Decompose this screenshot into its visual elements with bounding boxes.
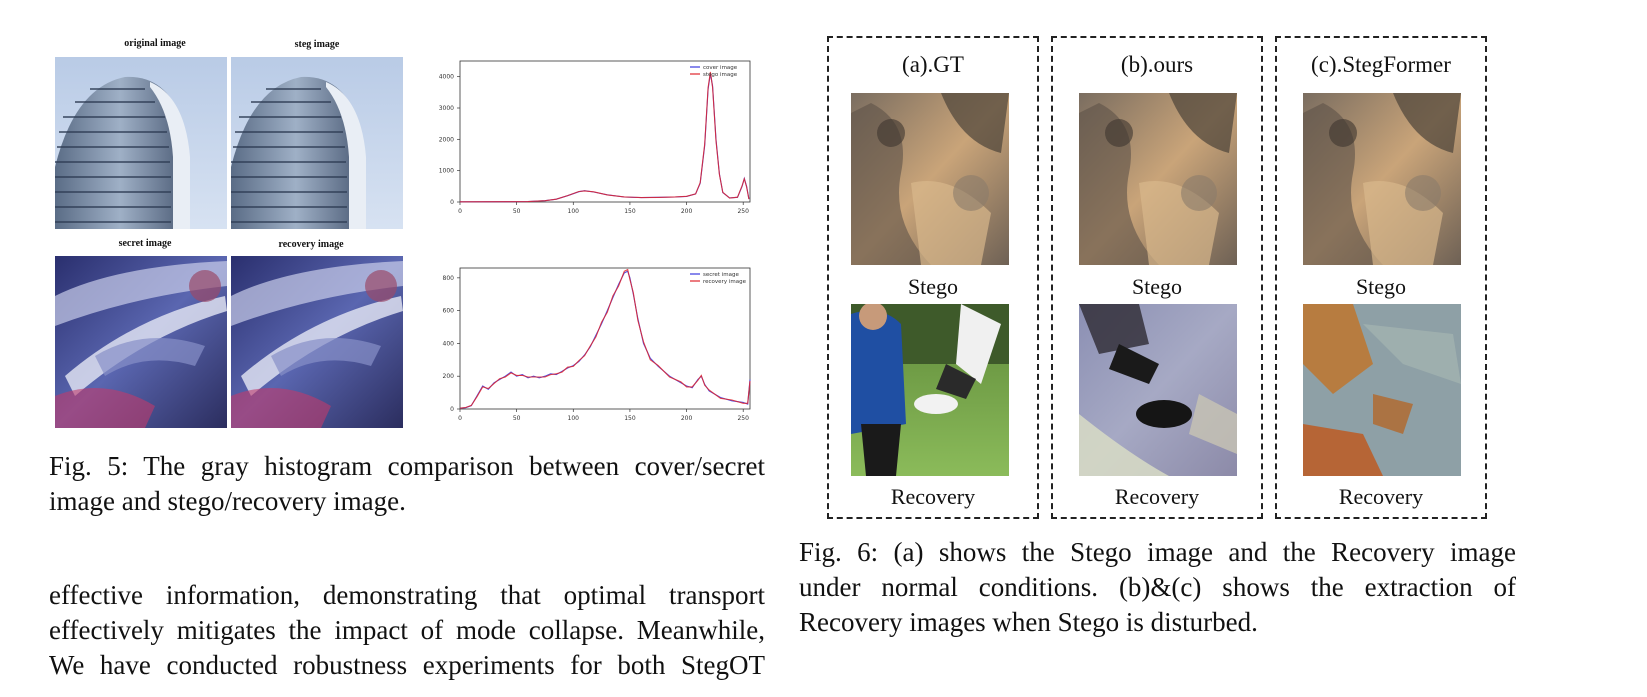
ours-stego-label: Stego <box>1131 274 1183 299</box>
ours-recovery-image <box>1079 304 1237 476</box>
gt-recovery-image <box>851 304 1009 476</box>
panel-ours: (b).ours Stego Recovery <box>1051 36 1263 519</box>
legend-label: secret image <box>703 272 739 278</box>
panel-stegformer: (c).StegFormer Stego Recovery <box>1275 36 1487 519</box>
recovery-image <box>231 256 403 428</box>
histogram-cover-stego-svg: 0 50 100 150 200 250 0 1000 2000 3000 4000 cover im… <box>439 60 751 215</box>
secret-image <box>55 256 227 428</box>
title-recovery-image: recovery image <box>278 239 344 250</box>
x-tick-label: 200 <box>681 415 693 422</box>
fig5-caption-line-2: image and stego/recovery image. <box>49 486 406 516</box>
y-tick-label: 3000 <box>439 105 454 112</box>
x-tick-label: 0 <box>458 415 462 422</box>
ours-recovery-label: Recovery <box>1114 484 1200 509</box>
plot-frame <box>459 267 751 410</box>
ours-stego-image <box>1079 93 1237 265</box>
title-secret-image: secret image <box>118 238 172 249</box>
y-tick-label: 0 <box>450 406 454 413</box>
x-tick-label: 250 <box>737 208 749 215</box>
fig6-caption-line-3: Recovery images when Stego is disturbed. <box>799 607 1258 637</box>
fig5-caption-line-1: Fig. 5: The gray histogram comparison be… <box>49 451 765 481</box>
panel-stegformer-title: (c).StegFormer <box>1311 52 1451 77</box>
y-tick-label: 800 <box>443 275 455 282</box>
gt-recovery-label: Recovery <box>890 484 976 509</box>
steg-image <box>231 57 403 229</box>
y-tick-label: 400 <box>443 340 455 347</box>
panel-ours-title: (b).ours <box>1120 52 1194 77</box>
stegformer-stego-image <box>1303 93 1461 265</box>
body-text-line-3: We have conducted robustness experiments… <box>49 650 765 680</box>
x-tick-label: 50 <box>513 415 521 422</box>
original-image <box>55 57 227 229</box>
x-tick-label: 150 <box>624 208 636 215</box>
fig6-caption-line-1: Fig. 6: (a) shows the Stego image and th… <box>799 537 1516 567</box>
fig5-caption: Fig. 5: The gray histogram comparison be… <box>49 449 765 519</box>
y-tick-label: 2000 <box>439 136 454 143</box>
x-tick-label: 100 <box>568 208 580 215</box>
x-tick-label: 0 <box>458 208 462 215</box>
title-steg-image: steg image <box>294 39 340 50</box>
fig6-caption: Fig. 6: (a) shows the Stego image and th… <box>799 535 1516 640</box>
legend-label: stego image <box>703 72 738 78</box>
plot-frame <box>459 60 751 203</box>
gt-stego-image <box>851 93 1009 265</box>
x-tick-label: 250 <box>737 415 749 422</box>
fig6-caption-line-2: under normal conditions. (b)&(c) shows t… <box>799 572 1516 602</box>
histogram-secret-recovery: 0 50 100 150 200 250 0 200 400 600 800 secret image… <box>428 262 758 427</box>
y-tick-label: 4000 <box>439 74 454 81</box>
legend-label: recovery image <box>703 279 747 285</box>
y-tick-label: 200 <box>443 373 455 380</box>
stegformer-recovery-label: Recovery <box>1338 484 1424 509</box>
panel-gt-title: (a).GT <box>902 52 964 77</box>
x-tick-label: 200 <box>681 208 693 215</box>
series-line-2 <box>459 268 751 409</box>
gt-stego-label: Stego <box>907 274 959 299</box>
histogram-cover-stego: 0 50 100 150 200 250 0 1000 2000 3000 4000 cover im… <box>428 55 758 220</box>
body-text: effective information, demonstrating tha… <box>49 578 765 683</box>
legend-label: cover image <box>703 65 738 71</box>
stegformer-recovery-image <box>1303 304 1461 476</box>
x-tick-label: 50 <box>513 208 521 215</box>
body-text-line-1: effective information, demonstrating tha… <box>49 580 765 610</box>
title-original-image: original image <box>124 38 186 49</box>
body-text-line-2: effectively mitigates the impact of mode… <box>49 615 765 645</box>
x-tick-label: 100 <box>568 415 580 422</box>
series-line-2 <box>459 71 750 203</box>
stegformer-stego-label: Stego <box>1355 274 1407 299</box>
panel-gt: (a).GT Stego Recovery <box>827 36 1039 519</box>
x-tick-label: 150 <box>624 415 636 422</box>
y-tick-label: 600 <box>443 308 455 315</box>
y-tick-label: 0 <box>450 199 454 206</box>
y-tick-label: 1000 <box>439 168 454 175</box>
histogram-secret-recovery-svg: 0 50 100 150 200 250 0 200 400 600 800 secret image… <box>443 267 751 422</box>
